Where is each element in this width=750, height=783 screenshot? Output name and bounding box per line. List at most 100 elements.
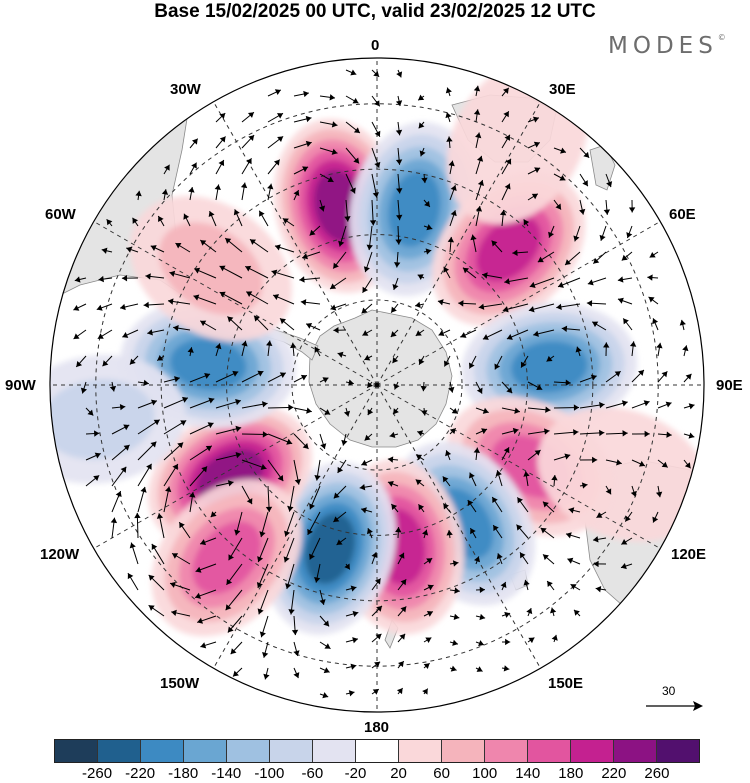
wind-arrowhead bbox=[621, 254, 628, 261]
wind-arrowhead bbox=[437, 299, 444, 306]
wind-arrowhead bbox=[573, 404, 580, 411]
wind-arrowhead bbox=[593, 560, 599, 568]
wind-arrowhead bbox=[529, 281, 536, 288]
wind-arrowhead bbox=[596, 512, 603, 518]
wind-arrowhead bbox=[419, 150, 426, 157]
wind-arrowhead bbox=[288, 609, 295, 615]
wind-arrowhead bbox=[195, 566, 202, 573]
wind-arrowhead bbox=[450, 665, 457, 672]
wind-arrowhead bbox=[502, 87, 509, 94]
wind-arrowhead bbox=[147, 329, 153, 336]
wind-arrowhead bbox=[232, 670, 239, 677]
wind-arrowhead bbox=[191, 138, 198, 145]
wind-arrowhead bbox=[210, 511, 217, 518]
wind-arrowhead bbox=[545, 406, 551, 413]
wind-arrowhead bbox=[361, 459, 368, 466]
wind-arrowhead bbox=[573, 235, 580, 242]
wind-arrowhead bbox=[305, 115, 312, 123]
wind-arrowhead bbox=[151, 399, 157, 406]
wind-arrowhead bbox=[661, 461, 668, 468]
wind-arrowhead bbox=[74, 276, 81, 283]
wind-arrowhead bbox=[506, 387, 513, 394]
wind-arrowhead bbox=[361, 507, 367, 514]
wind-arrowhead bbox=[274, 244, 281, 251]
wind-arrowhead bbox=[656, 342, 663, 349]
wind-arrowhead bbox=[156, 513, 164, 519]
wind-arrowhead bbox=[359, 484, 366, 491]
wind-arrowhead bbox=[374, 661, 381, 668]
wind-arrowhead bbox=[422, 688, 428, 695]
wind-arrowhead bbox=[285, 583, 292, 589]
wind-arrowhead bbox=[418, 358, 425, 365]
wind-arrowhead bbox=[421, 410, 428, 416]
wind-arrowhead bbox=[446, 136, 453, 142]
lon-label-60w: 60W bbox=[45, 206, 76, 223]
colorbar-tick-label: 260 bbox=[644, 765, 670, 782]
wind-arrowhead bbox=[393, 383, 400, 390]
wind-arrowhead bbox=[286, 438, 293, 445]
wind-arrowhead bbox=[279, 318, 286, 325]
wind-arrowhead bbox=[555, 203, 562, 210]
wind-arrowhead bbox=[617, 297, 624, 304]
wind-arrowhead bbox=[164, 164, 170, 171]
wind-arrowhead bbox=[227, 480, 234, 487]
wind-arrowhead bbox=[175, 243, 182, 249]
wind-arrowhead bbox=[265, 506, 273, 512]
lon-label-90e: 90E bbox=[716, 377, 743, 394]
wind-arrowhead bbox=[387, 480, 394, 487]
wind-arrowhead bbox=[426, 610, 433, 617]
wind-arrowhead bbox=[302, 166, 309, 173]
wind-arrowhead bbox=[153, 419, 160, 426]
wind-arrowhead bbox=[374, 100, 380, 107]
wind-arrowhead bbox=[534, 167, 541, 174]
wind-arrowhead bbox=[423, 663, 430, 670]
wind-arrowhead bbox=[666, 431, 672, 438]
wind-arrowhead bbox=[305, 140, 312, 147]
wind-arrowhead bbox=[233, 209, 240, 216]
wind-arrowhead bbox=[425, 248, 432, 255]
wind-arrowhead bbox=[80, 387, 87, 394]
wind-arrowhead bbox=[257, 370, 264, 377]
wind-arrowhead bbox=[235, 452, 242, 459]
wind-arrowhead bbox=[470, 234, 477, 241]
wind-arrowhead bbox=[415, 301, 421, 308]
wind-arrowhead bbox=[274, 89, 281, 96]
wind-arrowhead bbox=[473, 85, 481, 92]
wind-arrowhead bbox=[614, 371, 621, 377]
wind-arrowhead bbox=[208, 397, 215, 404]
wind-arrowhead bbox=[259, 210, 265, 217]
wind-arrowhead bbox=[350, 69, 357, 76]
colorbar-tick-label: -60 bbox=[301, 765, 324, 782]
wind-arrowhead bbox=[559, 174, 566, 181]
wind-arrowhead bbox=[583, 151, 590, 158]
wind-arrowhead bbox=[688, 432, 695, 439]
wind-arrowhead bbox=[207, 422, 214, 429]
wind-arrowhead bbox=[448, 160, 455, 167]
graticule bbox=[50, 58, 704, 712]
wind-arrowhead bbox=[416, 454, 423, 461]
wind-arrowhead bbox=[135, 190, 142, 197]
wind-arrowhead bbox=[173, 324, 179, 332]
wind-arrowhead bbox=[389, 431, 396, 439]
wind-arrowhead bbox=[327, 176, 334, 183]
meridian-line bbox=[376, 101, 541, 386]
wind-arrowhead bbox=[219, 113, 226, 119]
colorbar-tick-label: 180 bbox=[558, 765, 584, 782]
wind-arrowhead bbox=[314, 475, 321, 481]
wind-arrowhead bbox=[314, 346, 321, 353]
wind-arrowhead bbox=[579, 208, 586, 215]
meridian-line bbox=[213, 101, 378, 386]
wind-arrowhead bbox=[101, 247, 108, 254]
wind-arrowhead bbox=[241, 340, 248, 347]
wind-arrowhead bbox=[542, 501, 549, 508]
wind-arrowhead bbox=[395, 239, 402, 245]
wind-arrowhead bbox=[452, 639, 458, 646]
wind-arrowhead bbox=[364, 354, 371, 361]
wind-arrowhead bbox=[260, 463, 267, 470]
wind-arrowhead bbox=[478, 303, 485, 310]
wind-arrowhead bbox=[374, 578, 381, 585]
wind-arrowhead bbox=[476, 387, 483, 394]
wind-arrowhead bbox=[603, 209, 611, 215]
meridian-line bbox=[213, 384, 378, 669]
